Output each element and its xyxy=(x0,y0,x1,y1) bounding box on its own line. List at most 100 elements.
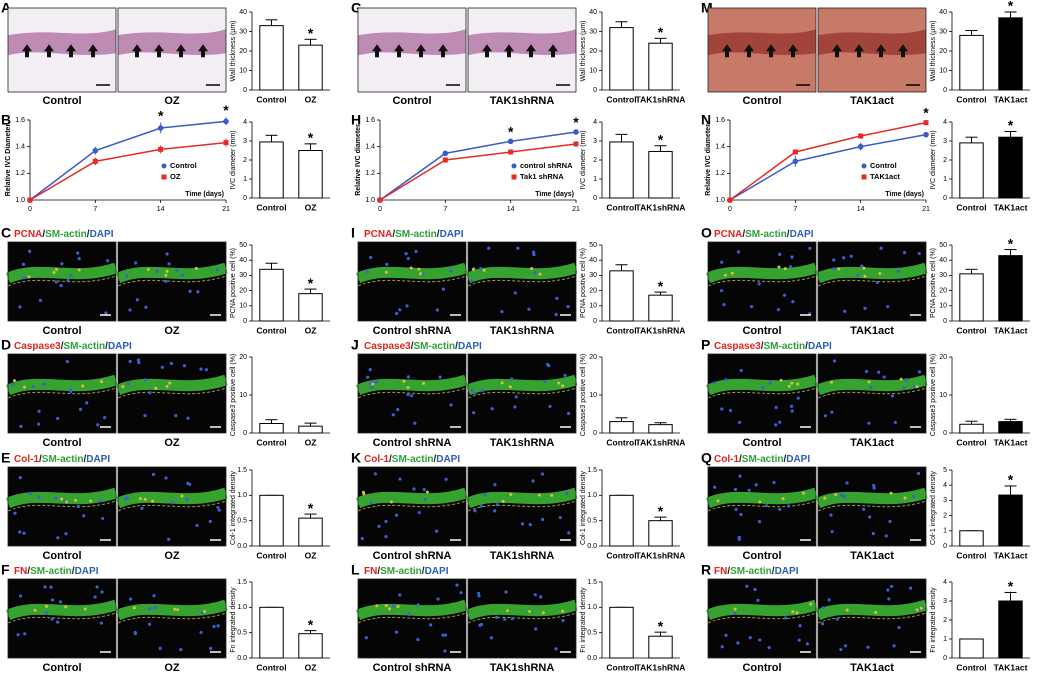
nucleus xyxy=(369,255,373,260)
arrow xyxy=(876,44,886,58)
nucleus xyxy=(840,493,844,497)
series-line xyxy=(29,120,227,201)
category-label: Control xyxy=(606,437,636,447)
nucleus xyxy=(557,381,561,385)
y-tick-label: 4 xyxy=(593,119,597,126)
nucleus xyxy=(167,262,171,266)
nucleus xyxy=(76,251,80,255)
point xyxy=(727,197,733,203)
series-line xyxy=(29,141,227,201)
panel-letter: G xyxy=(351,0,362,16)
y-tick-label: 40 xyxy=(239,9,247,16)
nucleus xyxy=(832,267,836,271)
stain-part: DAPI xyxy=(440,229,464,240)
image-label: Control xyxy=(42,550,81,562)
legend-marker xyxy=(511,163,517,169)
nucleus xyxy=(874,610,878,614)
nucleus xyxy=(808,246,812,250)
y-tick-label: 1.5 xyxy=(587,579,597,586)
image-label: OZ xyxy=(164,437,180,449)
significance: * xyxy=(308,130,314,146)
y-axis-label: Caspase3 positive cell (%) xyxy=(580,354,587,436)
nucleus xyxy=(541,611,545,615)
nucleus xyxy=(204,368,208,372)
stain-part: / xyxy=(83,454,86,465)
image-border xyxy=(7,7,117,93)
nucleus xyxy=(722,303,726,307)
image-bg xyxy=(118,354,226,433)
nucleus xyxy=(720,260,724,264)
stain-part: DAPI xyxy=(108,341,132,352)
stain-part: / xyxy=(433,454,436,465)
category-label: Control xyxy=(956,550,986,560)
arrow xyxy=(66,44,76,58)
arrow xyxy=(132,44,142,58)
nucleus xyxy=(449,403,453,407)
point xyxy=(792,149,798,155)
nucleus xyxy=(527,307,531,311)
nucleus xyxy=(533,593,537,597)
nucleus xyxy=(18,594,23,598)
nucleus xyxy=(394,513,399,517)
nucleus xyxy=(164,279,168,283)
image-border xyxy=(117,578,227,659)
nucleus xyxy=(540,472,545,476)
nucleus xyxy=(470,279,474,283)
nucleus xyxy=(790,255,794,259)
nucleus xyxy=(563,373,567,377)
y-tick-label: 1.0 xyxy=(237,604,247,611)
nucleus xyxy=(747,488,751,492)
nucleus xyxy=(501,499,505,503)
nucleus xyxy=(867,421,871,425)
nucleus xyxy=(95,585,99,589)
stain-part: / xyxy=(742,229,745,240)
x-tick-label: 0 xyxy=(28,206,32,213)
y-axis-label: Relative IVC diameter xyxy=(705,124,712,196)
micrograph xyxy=(5,578,118,659)
image-bg xyxy=(8,354,116,433)
nucleus xyxy=(11,382,15,386)
arrow xyxy=(394,44,404,58)
x-axis-label: Time (days) xyxy=(535,191,574,198)
nucleus xyxy=(398,593,402,597)
y-tick-label: 0.0 xyxy=(587,543,597,550)
nucleus xyxy=(391,413,395,417)
nucleus xyxy=(209,646,213,651)
stain-part: / xyxy=(437,229,440,240)
panel-letter: Q xyxy=(701,450,712,466)
y-axis-label: Relative IVC Diameter xyxy=(5,124,12,197)
stain-part: Caspase3 xyxy=(14,341,61,352)
stain-part: / xyxy=(783,454,786,465)
y-tick-label: 0 xyxy=(243,430,247,437)
bar xyxy=(259,25,284,91)
y-tick-label: 2 xyxy=(943,157,947,164)
stain-part: DAPI xyxy=(458,341,482,352)
image-label: OZ xyxy=(164,662,180,674)
stain-part: / xyxy=(787,229,790,240)
y-tick-label: 40 xyxy=(589,9,597,16)
nucleus xyxy=(862,266,866,270)
category-label: TAK1shRNA xyxy=(636,202,686,212)
nucleus xyxy=(148,622,152,626)
y-tick-label: 10 xyxy=(239,67,247,74)
nucleus xyxy=(860,264,864,268)
nucleus xyxy=(449,269,453,273)
y-tick-label: 20 xyxy=(589,287,597,294)
image-label: Control xyxy=(742,437,781,449)
nucleus xyxy=(121,385,125,389)
image-label: Control shRNA xyxy=(373,325,452,337)
bar xyxy=(609,270,634,322)
bar xyxy=(298,633,323,659)
nucleus xyxy=(790,409,794,413)
nucleus xyxy=(31,384,36,388)
y-axis-label: IVC diameter (mm) xyxy=(230,130,237,189)
nucleus xyxy=(143,414,147,418)
micrograph xyxy=(815,353,928,434)
stain-part: FN xyxy=(14,566,27,577)
point xyxy=(377,197,383,203)
nucleus xyxy=(784,616,788,620)
category-label: Control xyxy=(256,550,286,560)
stain-part: / xyxy=(392,229,395,240)
image-border xyxy=(357,578,467,659)
y-tick-label: 0 xyxy=(943,318,947,325)
